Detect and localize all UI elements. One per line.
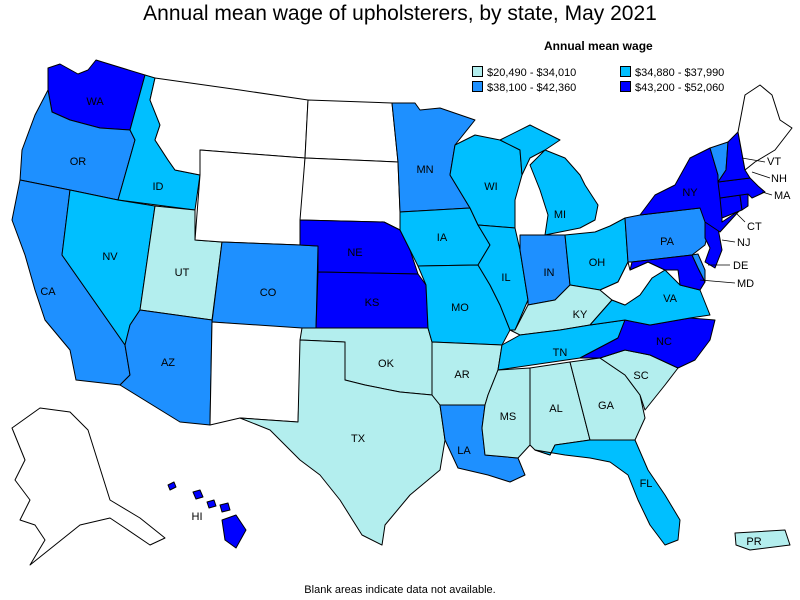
legend-swatch [472, 81, 483, 92]
label-nv: NV [102, 251, 118, 263]
label-pa: PA [660, 236, 675, 248]
label-or: OR [70, 156, 87, 168]
state-wy[interactable] [194, 149, 306, 246]
label-md: MD [737, 278, 754, 290]
state-mi[interactable] [499, 124, 599, 236]
state-ct[interactable] [719, 194, 743, 219]
label-vt: VT [767, 156, 781, 168]
state-wi[interactable] [449, 134, 523, 229]
label-ks: KS [365, 297, 380, 309]
legend-item-2: $34,880 - $37,990 [620, 66, 724, 79]
state-ak[interactable] [11, 407, 166, 566]
label-oh: OH [589, 257, 606, 269]
label-ky: KY [573, 309, 588, 321]
label-mo: MO [451, 302, 469, 314]
state-nd[interactable] [304, 99, 399, 163]
label-wa: WA [86, 96, 104, 108]
state-sd[interactable] [299, 157, 401, 231]
label-pr: PR [746, 536, 761, 548]
state-ri[interactable] [739, 193, 749, 211]
label-ar: AR [454, 369, 469, 381]
state-hi[interactable] [167, 481, 247, 549]
state-me[interactable] [737, 84, 793, 171]
state-nm[interactable] [209, 321, 303, 426]
state-co[interactable] [211, 241, 319, 331]
vt-leader [741, 157, 766, 163]
label-co: CO [260, 287, 277, 299]
label-hi: HI [192, 511, 203, 523]
label-ma: MA [774, 190, 791, 202]
label-wi: WI [484, 181, 497, 193]
legend-label: $43,200 - $52,060 [635, 82, 725, 94]
label-nc: NC [656, 336, 672, 348]
label-tn: TN [553, 347, 568, 359]
state-ma[interactable] [717, 177, 766, 199]
label-ut: UT [175, 267, 190, 279]
legend-label: $38,100 - $42,360 [487, 82, 577, 94]
md-leader [699, 279, 736, 284]
label-la: LA [457, 445, 471, 457]
label-ny: NY [682, 187, 698, 199]
legend-title: Annual mean wage [544, 39, 653, 53]
label-il: IL [501, 272, 510, 284]
nj-leader [721, 239, 736, 243]
label-mi: MI [554, 209, 566, 221]
state-pr[interactable] [734, 529, 791, 551]
label-az: AZ [161, 357, 175, 369]
ct-leader [734, 211, 746, 223]
label-ia: IA [437, 232, 448, 244]
state-mt[interactable] [149, 77, 309, 176]
label-ca: CA [40, 286, 56, 298]
state-de[interactable] [691, 253, 706, 283]
legend-swatch [620, 66, 631, 77]
ma-leader [761, 191, 773, 196]
label-sc: SC [633, 370, 648, 382]
legend-label: $20,490 - $34,010 [487, 67, 577, 79]
label-ga: GA [598, 400, 615, 412]
label-nj: NJ [737, 237, 750, 249]
label-al: AL [549, 403, 562, 415]
label-tx: TX [351, 433, 366, 445]
label-in: IN [544, 267, 555, 279]
label-ok: OK [378, 358, 395, 370]
legend-swatch [472, 66, 483, 77]
label-mn: MN [416, 164, 433, 176]
state-tx[interactable] [239, 339, 446, 546]
label-ct: CT [747, 221, 762, 233]
nh-leader [751, 171, 771, 179]
legend-item-1: $20,490 - $34,010 [472, 66, 576, 79]
legend-swatch [620, 81, 631, 92]
footnote: Blank areas indicate data not available. [304, 584, 496, 596]
state-fl[interactable] [534, 439, 681, 546]
label-nh: NH [771, 173, 787, 185]
label-ms: MS [500, 411, 517, 423]
legend-label: $34,880 - $37,990 [635, 67, 725, 79]
label-id: ID [153, 181, 164, 193]
legend-item-4: $43,200 - $52,060 [620, 81, 724, 94]
label-de: DE [733, 260, 748, 272]
legend-item-3: $38,100 - $42,360 [472, 81, 576, 94]
label-ne: NE [347, 247, 362, 259]
map-title: Annual mean wage of upholsterers, by sta… [143, 2, 657, 25]
label-va: VA [663, 293, 678, 305]
label-fl: FL [640, 478, 653, 490]
